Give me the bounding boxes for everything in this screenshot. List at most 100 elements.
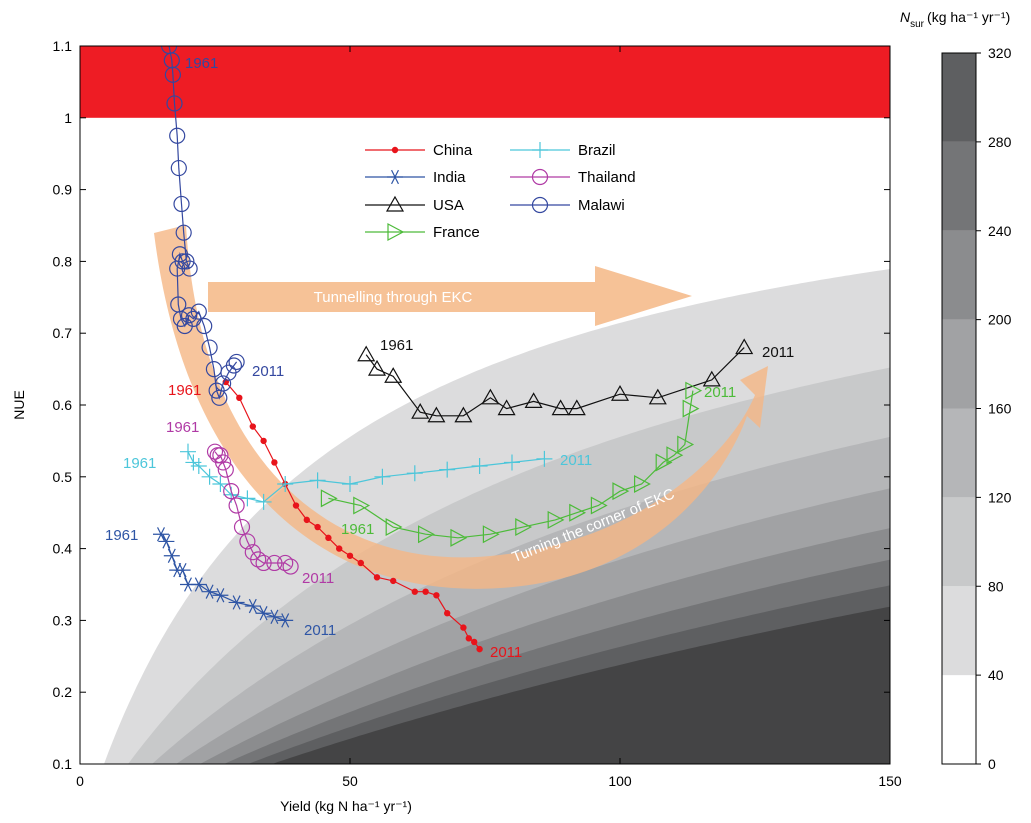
point-usa	[384, 367, 403, 383]
legend-label-china: China	[433, 142, 473, 159]
point-malawi	[225, 357, 242, 374]
point-brazil	[201, 468, 218, 485]
colorbar-segment-120	[942, 408, 976, 498]
legend-item-france: France	[365, 223, 480, 241]
point-china	[373, 574, 381, 581]
point-usa	[481, 388, 500, 405]
start-year-label-india: 1961	[105, 527, 138, 544]
point-china	[249, 423, 256, 430]
point-brazil	[190, 458, 207, 475]
point-china	[357, 559, 364, 567]
colorbar-title: Nsur (kg ha⁻¹ yr⁻¹)	[900, 9, 1010, 30]
point-brazil	[212, 475, 229, 492]
colorbar-segment-0	[942, 675, 976, 764]
point-brazil	[342, 475, 358, 492]
y-tick-label: 0.2	[53, 684, 73, 700]
legend-label-france: France	[433, 224, 480, 241]
legend-label-india: India	[433, 169, 466, 186]
point-usa	[357, 345, 376, 362]
colorbar-title-unit: (kg ha⁻¹ yr⁻¹)	[927, 9, 1010, 25]
point-malawi	[196, 317, 213, 335]
colorbar-title-symbol: N	[900, 9, 911, 25]
series-year-labels: 1961 2011 1961 2011 1961 2011 1961 2011 1961 2011…	[105, 55, 794, 661]
colorbar-segment-280	[942, 53, 976, 142]
point-france	[515, 518, 533, 537]
colorbar-segment-40	[942, 586, 976, 676]
start-year-label-brazil: 1961	[123, 455, 156, 472]
point-france	[482, 525, 500, 544]
legend-marker-france	[387, 223, 405, 241]
point-china	[292, 502, 300, 509]
series-france	[320, 381, 703, 547]
point-malawi	[164, 66, 181, 83]
legend-marker-thailand	[531, 168, 549, 186]
point-india	[266, 609, 283, 624]
point-china	[444, 610, 451, 617]
end-year-label-thailand: 2011	[302, 570, 334, 587]
colorbar-segment-80	[942, 497, 976, 587]
point-india	[212, 588, 229, 603]
start-year-label-usa: 1961	[380, 337, 413, 354]
point-china	[476, 645, 483, 653]
point-india	[153, 527, 169, 542]
series-group	[153, 46, 754, 653]
y-tick-label: 0.3	[53, 612, 73, 628]
y-tick-label: 1.1	[53, 38, 73, 54]
point-india	[190, 577, 207, 592]
x-tick-label: 50	[342, 773, 358, 789]
point-usa	[367, 359, 387, 376]
legend-marker-india	[387, 169, 403, 185]
legend-label-brazil: Brazil	[578, 142, 616, 159]
series-malawi	[161, 46, 245, 406]
point-usa	[411, 402, 430, 419]
point-france	[677, 435, 695, 454]
point-france	[547, 510, 565, 529]
tunnelling-arrow	[208, 266, 692, 326]
point-usa	[610, 385, 630, 401]
tunnelling-arrow-label: Tunnelling through EKC	[314, 289, 473, 306]
legend-marker-china	[391, 146, 399, 154]
point-malawi	[228, 353, 245, 371]
colorbar-tick-label: 120	[988, 489, 1012, 505]
y-tick-label: 1	[64, 110, 72, 126]
end-year-label-france: 2011	[704, 384, 736, 401]
point-brazil	[504, 454, 520, 471]
colorbar-tick-label: 40	[988, 667, 1004, 683]
point-china	[465, 635, 472, 642]
point-malawi	[166, 95, 183, 112]
colorbar-tick-label: 240	[988, 223, 1012, 239]
contour-band-320	[272, 606, 890, 764]
point-france	[685, 381, 703, 400]
point-usa	[454, 406, 473, 423]
point-brazil	[536, 450, 553, 467]
legend-label-thailand: Thailand	[578, 169, 636, 186]
point-usa	[702, 370, 721, 387]
point-usa	[567, 399, 586, 416]
start-year-label-thailand: 1961	[166, 419, 199, 436]
point-thailand	[239, 533, 256, 550]
nue-above-one-band	[80, 46, 890, 118]
point-usa	[551, 399, 570, 416]
legend-item-usa: USA	[365, 195, 464, 214]
legend-item-india: India	[365, 169, 466, 186]
y-tick-label: 0.5	[53, 469, 73, 485]
point-usa	[735, 338, 754, 355]
colorbar-tick-label: 280	[988, 134, 1012, 150]
legend: China India USA France Brazil Thailand Malawi	[365, 142, 636, 241]
point-brazil	[406, 465, 423, 482]
point-china	[303, 516, 310, 524]
point-france	[612, 482, 630, 501]
point-china	[236, 394, 243, 402]
point-thailand	[223, 483, 240, 500]
point-india	[277, 613, 294, 628]
point-france	[634, 474, 651, 493]
point-france	[320, 489, 338, 508]
point-brazil	[471, 458, 488, 475]
point-thailand	[282, 558, 299, 575]
point-china	[433, 592, 440, 599]
point-france	[666, 446, 684, 465]
point-brazil	[309, 472, 326, 489]
point-france	[682, 399, 700, 418]
point-india	[201, 584, 218, 599]
point-malawi	[180, 307, 198, 324]
